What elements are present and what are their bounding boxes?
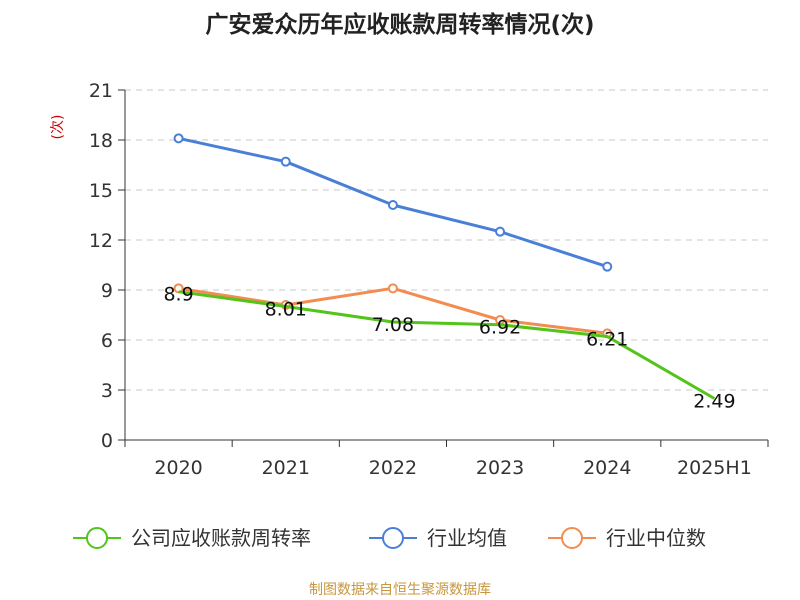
y-tick-label: 18 xyxy=(89,130,113,152)
y-tick-label: 6 xyxy=(101,330,113,352)
data-label: 8.01 xyxy=(265,299,307,321)
series-point-1 xyxy=(602,261,613,272)
data-label: 8.9 xyxy=(163,284,193,306)
data-label: 6.92 xyxy=(479,317,521,339)
series-point-2 xyxy=(387,283,398,294)
x-tick-label: 2021 xyxy=(262,457,310,479)
y-tick-label: 0 xyxy=(101,430,113,452)
y-tick-label: 3 xyxy=(101,380,113,402)
series-point-1 xyxy=(495,226,506,237)
legend-label: 公司应收账款周转率 xyxy=(131,526,311,550)
source-note: 制图数据来自恒生聚源数据库 xyxy=(309,582,491,598)
legend[interactable]: 公司应收账款周转率 行业均值 行业中位数 xyxy=(73,526,706,550)
y-tick-label: 15 xyxy=(89,180,113,202)
x-tick-label: 2025H1 xyxy=(677,457,752,479)
chart-title: 广安爱众历年应收账款周转率情况(次) xyxy=(205,11,594,38)
y-tick-label: 12 xyxy=(89,230,113,252)
x-tick-label: 2020 xyxy=(154,457,202,479)
data-label: 6.21 xyxy=(586,329,628,351)
data-label: 7.08 xyxy=(372,314,414,336)
series-point-1 xyxy=(173,133,184,144)
series-point-1 xyxy=(280,156,291,167)
x-tick-label: 2022 xyxy=(369,457,417,479)
series-point-1 xyxy=(387,200,398,210)
y-tick-label: 21 xyxy=(89,80,113,102)
legend-label: 行业均值 xyxy=(427,526,507,550)
legend-marker xyxy=(561,527,583,549)
y-axis-unit: (次) xyxy=(50,115,66,140)
x-tick-label: 2024 xyxy=(583,457,631,479)
legend-marker xyxy=(382,527,404,549)
axes: 0 3 6 9 12 15 18 21 2020 2021 2022 2023 2024 2025H1 xyxy=(89,80,769,479)
data-label: 2.49 xyxy=(693,391,735,413)
grid xyxy=(125,89,768,391)
series-layer: 8.9 8.01 7.08 6.92 6.21 2.49 xyxy=(163,133,736,413)
legend-marker xyxy=(86,527,108,549)
y-tick-label: 9 xyxy=(101,280,113,302)
legend-label: 行业中位数 xyxy=(606,526,706,550)
x-tick-label: 2023 xyxy=(476,457,524,479)
series-line-0 xyxy=(178,290,716,400)
